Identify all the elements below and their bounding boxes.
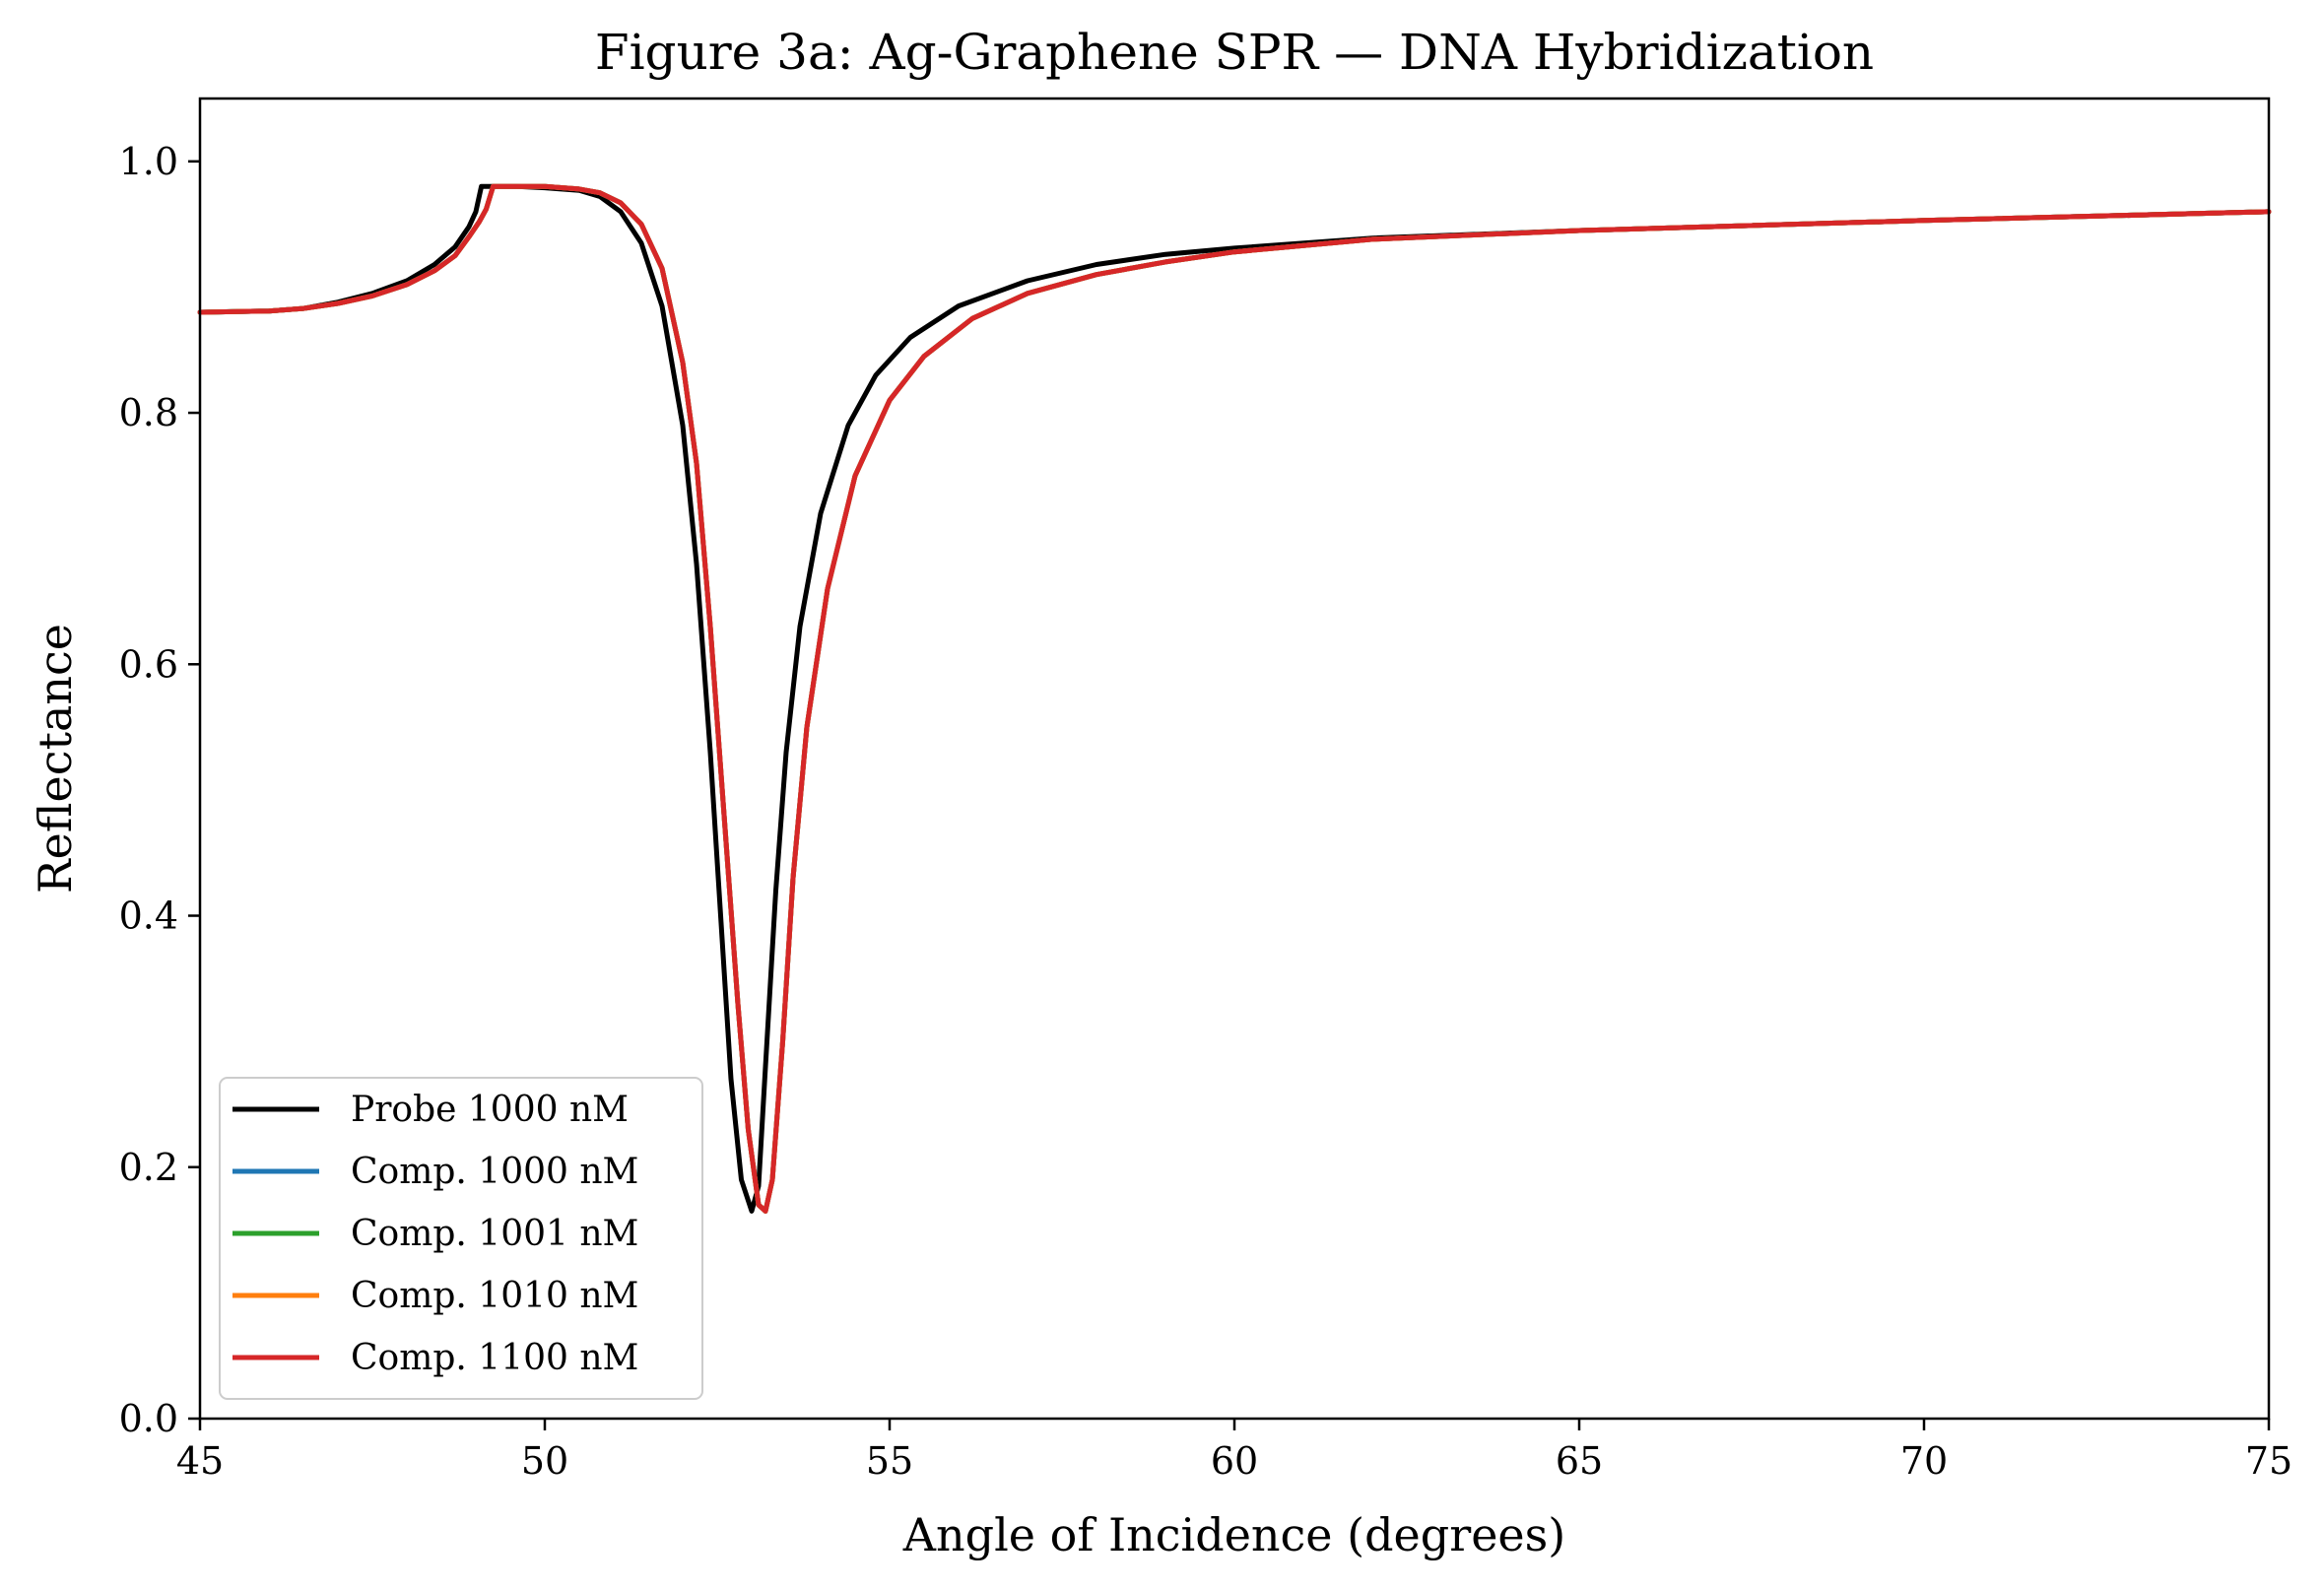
y-tick-label: 0.6 <box>119 642 178 686</box>
x-tick-label: 60 <box>1211 1439 1258 1483</box>
y-tick-label: 0.8 <box>119 391 178 434</box>
y-tick-label: 0.0 <box>119 1397 178 1440</box>
y-tick-label: 0.4 <box>119 895 178 938</box>
legend-label-3: Comp. 1010 nM <box>351 1276 638 1316</box>
y-tick-label: 1.0 <box>119 140 178 183</box>
x-tick-label: 75 <box>2245 1439 2292 1483</box>
y-axis-label: Reflectance <box>29 624 82 894</box>
x-tick-label: 45 <box>176 1439 224 1483</box>
series-group <box>197 183 2272 1214</box>
y-tick-label: 0.2 <box>119 1146 178 1189</box>
legend-frame <box>219 1077 703 1400</box>
legend-label-1: Comp. 1000 nM <box>351 1152 638 1192</box>
x-tick-label: 65 <box>1556 1439 1603 1483</box>
x-tick-label: 70 <box>1900 1439 1948 1483</box>
x-tick-label: 50 <box>521 1439 568 1483</box>
legend-label-0: Probe 1000 nM <box>351 1090 629 1130</box>
legend: Probe 1000 nM Comp. 1000 nM Comp. 1001 nM C… <box>219 1077 703 1400</box>
legend-label-2: Comp. 1001 nM <box>351 1214 638 1254</box>
x-axis-ticks: 45 50 55 60 65 70 75 <box>176 1419 2292 1483</box>
series-line-4 <box>197 183 2272 1214</box>
legend-label-4: Comp. 1100 nM <box>351 1338 638 1378</box>
legend-items: Probe 1000 nM Comp. 1000 nM Comp. 1001 nM C… <box>232 1090 638 1378</box>
chart-title: Figure 3a: Ag-Graphene SPR — DNA Hybridi… <box>595 24 1874 81</box>
series-line-0 <box>197 183 2272 1214</box>
x-tick-label: 55 <box>866 1439 913 1483</box>
x-axis-label: Angle of Incidence (degrees) <box>902 1508 1565 1561</box>
y-axis-ticks: 0.0 0.2 0.4 0.6 0.8 1.0 <box>119 140 200 1440</box>
